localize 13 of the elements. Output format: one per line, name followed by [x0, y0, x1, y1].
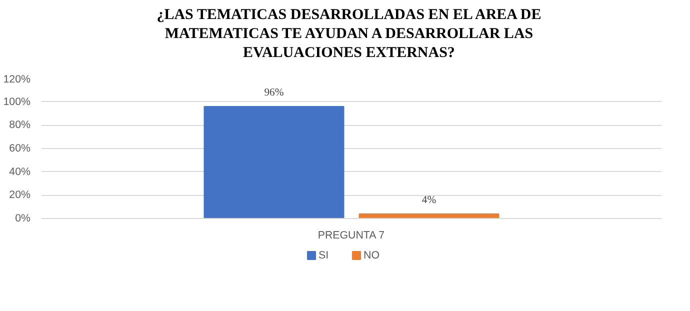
y-tick-label: 20% [9, 189, 32, 202]
data-label: 96% [264, 88, 284, 98]
chart-title: ¿LAS TEMATICAS DESARROLLADAS EN EL AREA DE MATEMATICAS TE AYUDAN A DESARROLLAR LAS EVALUACIONES EXTERNAS? [156, 6, 542, 63]
legend-label: SI [318, 250, 329, 262]
y-tick-label: 60% [9, 142, 32, 154]
y-tick-label: 40% [9, 166, 32, 178]
data-label: 4% [422, 194, 436, 206]
y-tick-label: 120% [3, 74, 32, 86]
y-tick-label: 100% [3, 96, 32, 108]
x-tick-label: PREGUNTA 7 [318, 230, 385, 242]
legend-label: NO [364, 250, 380, 262]
y-tick-label: 80% [9, 119, 32, 132]
y-tick-label: 0% [15, 212, 32, 224]
